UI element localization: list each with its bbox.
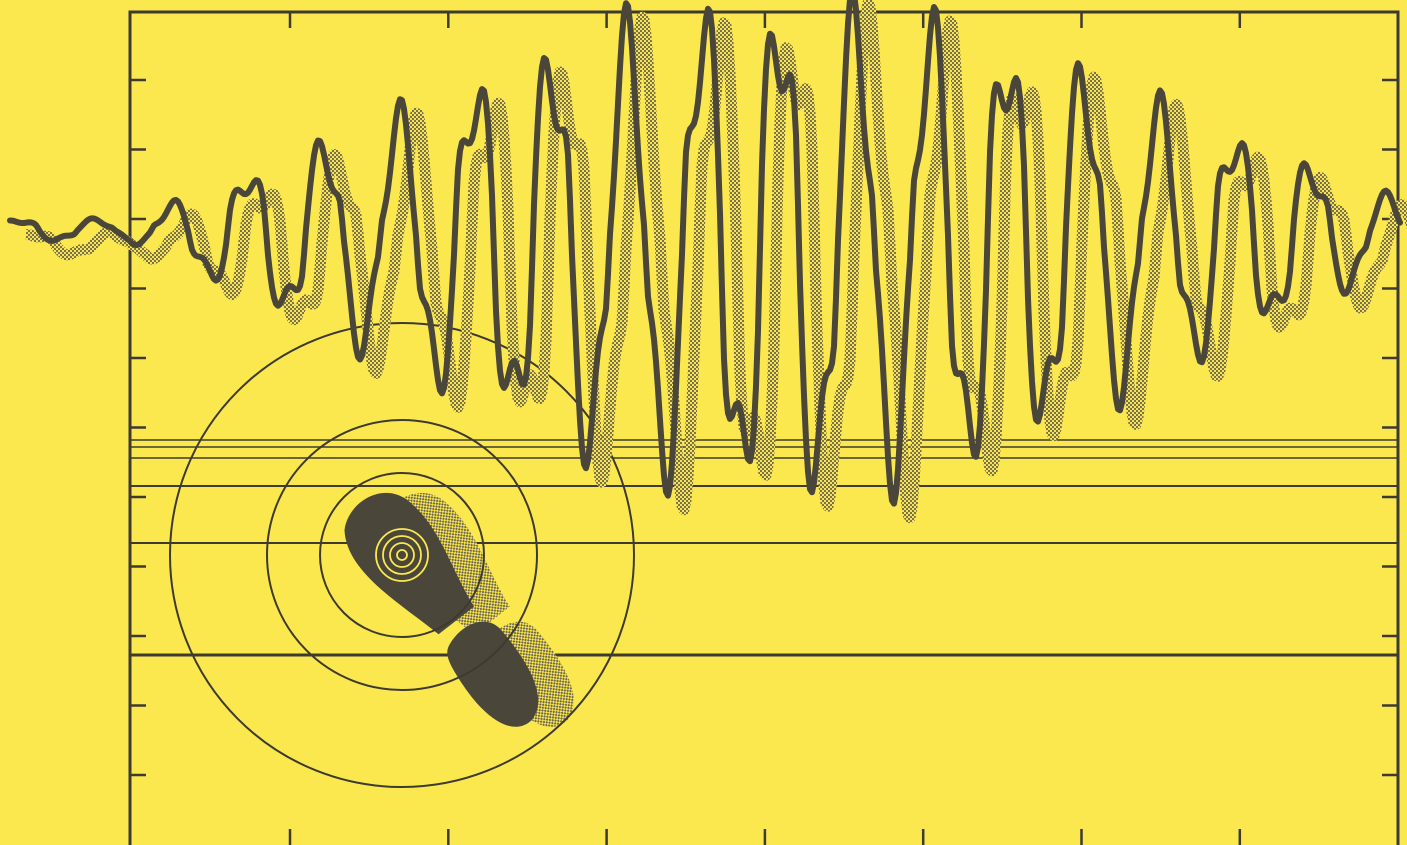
illustration [0,0,1407,845]
page: (() => { const ns = 'http://www.w3.org/2… [0,0,1407,845]
